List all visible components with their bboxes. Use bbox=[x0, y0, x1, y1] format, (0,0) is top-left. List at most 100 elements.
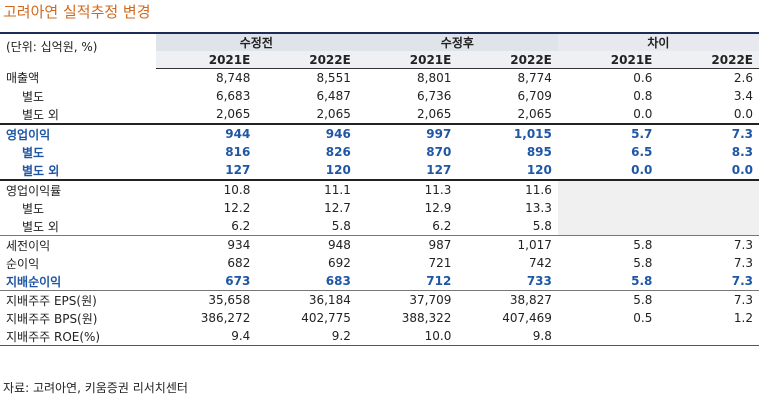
table-cell: 1,017 bbox=[457, 235, 558, 254]
table-cell bbox=[557, 327, 659, 346]
table-cell: 946 bbox=[256, 123, 357, 143]
table-cell: 895 bbox=[526, 145, 552, 159]
table-cell: 386,272 bbox=[200, 311, 251, 325]
table-cell: 120 bbox=[256, 161, 357, 181]
table-cell: 2.6 bbox=[733, 71, 753, 85]
row-label: 영업이익 bbox=[0, 123, 156, 143]
table-cell: 37,709 bbox=[356, 290, 458, 309]
table-cell: 8,748 bbox=[215, 71, 251, 85]
table-cell: 683 bbox=[325, 274, 351, 288]
table-cell: 8,551 bbox=[316, 71, 351, 85]
table-cell: 1,015 bbox=[457, 123, 558, 143]
estimate-table: (단위: 십억원, %) 수정전 수정후 차이 2021E 2022E 2021… bbox=[0, 32, 759, 346]
page-title: 고려아연 실적추정 변경 bbox=[3, 3, 151, 21]
table-cell: 7.3 bbox=[731, 274, 753, 288]
table-cell: 388,322 bbox=[401, 311, 452, 325]
table-cell: 6,487 bbox=[316, 89, 351, 103]
table-cell: 870 bbox=[426, 145, 452, 159]
table-cell: 948 bbox=[256, 235, 357, 254]
table-cell: 2,065 bbox=[417, 107, 452, 121]
table-cell: 2,065 bbox=[517, 107, 552, 121]
year-header: 2021E bbox=[557, 51, 659, 69]
table-cell: 0.0 bbox=[633, 107, 653, 121]
table-cell: 6,683 bbox=[215, 89, 251, 103]
year-header: 2022E bbox=[457, 51, 558, 69]
table-row: 별도 외 127 120 127 120 0.0 0.0 bbox=[0, 161, 759, 181]
table-cell: 6,709 bbox=[517, 89, 552, 103]
row-label: 지배주주 EPS(원) bbox=[0, 290, 156, 309]
table-cell: 127 bbox=[155, 161, 257, 181]
table-cell bbox=[658, 199, 759, 217]
table-cell bbox=[557, 217, 659, 236]
table-cell: 2,065 bbox=[215, 107, 251, 121]
table-row: 순이익 682 692 721 742 5.8 7.3 bbox=[0, 254, 759, 272]
table-cell: 682 bbox=[227, 256, 251, 270]
table-cell: 38,827 bbox=[457, 290, 558, 309]
table-cell: 7.3 bbox=[658, 123, 759, 143]
table-row: 별도 외 6.2 5.8 6.2 5.8 bbox=[0, 217, 759, 236]
row-label: 영업이익률 bbox=[6, 183, 62, 198]
table-cell: 8.3 bbox=[731, 145, 753, 159]
table-row: 지배주주 ROE(%) 9.4 9.2 10.0 9.8 bbox=[0, 327, 759, 346]
table-row: 지배순이익 673 683 712 733 5.8 7.3 bbox=[0, 272, 759, 291]
year-header: 2022E bbox=[658, 51, 759, 69]
table-row: 별도 6,683 6,487 6,736 6,709 0.8 3.4 bbox=[0, 87, 759, 105]
table-cell: 7.3 bbox=[658, 235, 759, 254]
table-cell: 8,774 bbox=[517, 71, 552, 85]
table-cell: 6.2 bbox=[432, 219, 452, 233]
table-cell: 944 bbox=[155, 123, 257, 143]
row-label: 지배주주 BPS(원) bbox=[6, 311, 98, 326]
table-cell: 0.8 bbox=[633, 89, 653, 103]
table-cell: 2,065 bbox=[316, 107, 351, 121]
table-row: 영업이익 944 946 997 1,015 5.7 7.3 bbox=[0, 123, 759, 143]
row-label: 별도 외 bbox=[22, 107, 59, 122]
table-row: 영업이익률 10.8 11.1 11.3 11.6 bbox=[0, 180, 759, 199]
table-cell: 5.8 bbox=[633, 256, 653, 270]
table-cell: 11.3 bbox=[424, 183, 452, 197]
table-cell: 10.0 bbox=[356, 327, 458, 346]
table-cell: 721 bbox=[428, 256, 452, 270]
table-cell: 3.4 bbox=[733, 89, 753, 103]
table-cell: 127 bbox=[356, 161, 458, 181]
table-cell: 402,775 bbox=[301, 311, 351, 325]
table-cell: 12.2 bbox=[223, 201, 251, 215]
row-label: 별도 bbox=[22, 201, 45, 216]
group-header-before: 수정전 bbox=[155, 32, 357, 51]
table-cell bbox=[658, 327, 759, 346]
table-cell: 5.8 bbox=[331, 219, 351, 233]
group-header-diff: 차이 bbox=[557, 32, 759, 51]
table-cell: 0.0 bbox=[557, 161, 659, 181]
table-cell: 10.8 bbox=[223, 183, 251, 197]
unit-label: (단위: 십억원, %) bbox=[0, 32, 156, 69]
table-cell: 934 bbox=[155, 235, 257, 254]
table-cell: 11.6 bbox=[525, 183, 552, 197]
table-cell: 407,469 bbox=[502, 311, 552, 325]
row-label: 지배주주 ROE(%) bbox=[0, 327, 156, 346]
table-cell: 5.8 bbox=[557, 290, 659, 309]
table-cell: 712 bbox=[426, 274, 452, 288]
table-cell: 7.3 bbox=[658, 290, 759, 309]
table-cell: 6,736 bbox=[417, 89, 452, 103]
table-cell bbox=[658, 217, 759, 236]
table-cell: 120 bbox=[457, 161, 558, 181]
table-cell: 35,658 bbox=[155, 290, 257, 309]
table-cell: 9.8 bbox=[457, 327, 558, 346]
row-label: 매출액 bbox=[6, 71, 40, 86]
table-cell: 5.8 bbox=[532, 219, 552, 233]
table-cell: 816 bbox=[225, 145, 251, 159]
table-row: 지배주주 EPS(원) 35,658 36,184 37,709 38,827 5.8 7.… bbox=[0, 290, 759, 309]
table-cell: 997 bbox=[356, 123, 458, 143]
table-cell: 12.9 bbox=[424, 201, 452, 215]
table-cell: 742 bbox=[528, 256, 552, 270]
row-label: 순이익 bbox=[6, 256, 40, 271]
table-cell: 0.0 bbox=[658, 161, 759, 181]
table-cell: 6.2 bbox=[231, 219, 251, 233]
table-cell: 0.5 bbox=[633, 311, 653, 325]
table-cell: 0.0 bbox=[733, 107, 753, 121]
table-row: 별도 816 826 870 895 6.5 8.3 bbox=[0, 143, 759, 161]
table-cell: 0.6 bbox=[633, 71, 653, 85]
table-cell bbox=[557, 180, 659, 199]
table-cell: 9.2 bbox=[256, 327, 357, 346]
row-label: 지배순이익 bbox=[6, 274, 62, 289]
table-cell: 8,801 bbox=[417, 71, 452, 85]
